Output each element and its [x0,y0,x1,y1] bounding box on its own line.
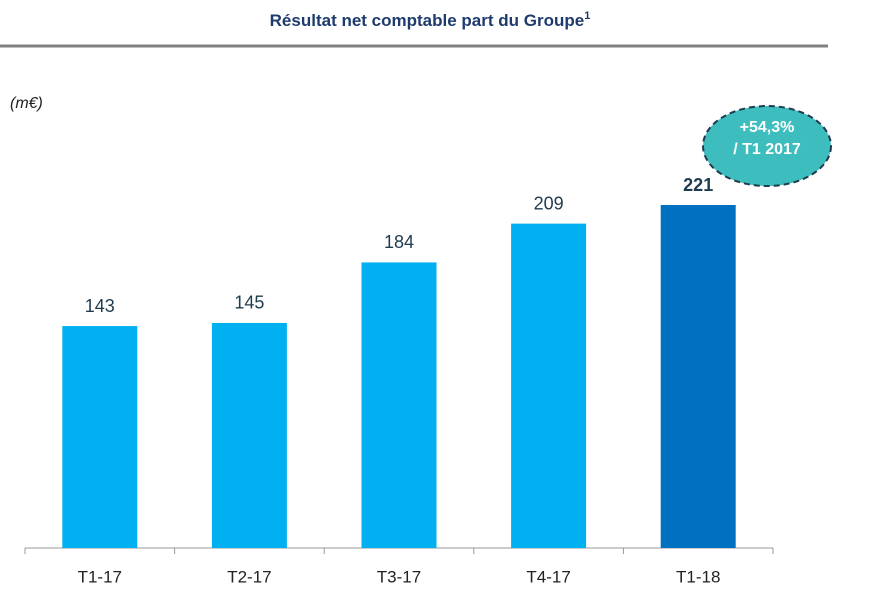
bar [211,322,287,548]
annotation-line: +54,3% [740,119,795,136]
bar [361,262,437,548]
unit-label: (m€) [10,95,43,112]
x-tick-label: T3-17 [377,567,421,586]
title-superscript: 1 [584,10,590,22]
chart-title: Résultat net comptable part du Groupe1 [270,10,591,31]
title-text: Résultat net comptable part du Groupe [270,11,585,30]
value-label: 209 [534,193,564,213]
value-label: 143 [85,296,115,316]
x-tick-label: T1-18 [676,567,720,586]
annotation-line: / T1 2017 [733,141,801,158]
bar [660,205,736,548]
annotation-bubble [702,105,832,187]
value-label: 221 [683,175,713,195]
x-tick-label: T2-17 [227,567,271,586]
value-label: 145 [234,293,264,313]
bar [511,223,587,548]
x-tick-label: T4-17 [526,567,570,586]
x-tick-label: T1-17 [78,567,122,586]
value-label: 184 [384,232,414,252]
bar [62,326,138,548]
